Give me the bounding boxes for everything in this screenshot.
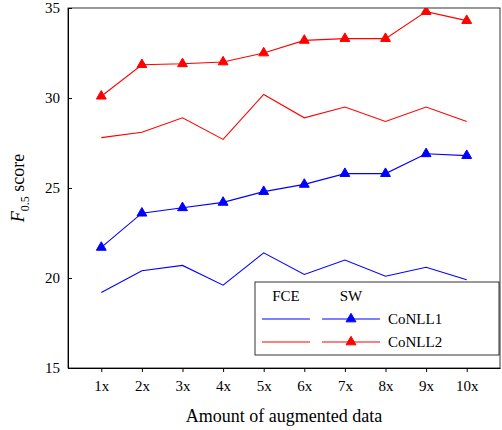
series-marker: [299, 179, 309, 188]
series-marker: [178, 202, 188, 211]
x-tick: 6x: [297, 368, 313, 394]
x-axis: 1x 2x 3x 4x 5x 6x 7x 8x 9x 10x: [69, 368, 501, 394]
x-tick-mark: [345, 368, 346, 372]
x-tick-label: 10x: [456, 378, 479, 394]
x-tick-label: 7x: [338, 378, 354, 394]
x-tick-mark: [467, 368, 468, 372]
series-marker: [421, 8, 431, 14]
y-tick-mark: [68, 188, 72, 189]
legend-marker: [346, 313, 356, 322]
x-tick: 2x: [135, 368, 151, 394]
x-tick-label: 3x: [175, 378, 191, 394]
legend-header: FCE: [272, 288, 300, 304]
series-marker: [340, 168, 350, 177]
y-tick: 30: [45, 90, 72, 106]
series-line: [101, 154, 466, 248]
x-tick-mark: [304, 368, 305, 372]
x-tick-mark: [386, 368, 387, 372]
series-marker: [381, 33, 391, 42]
y-axis-title: F0.5 score: [8, 154, 32, 223]
legend-box: [255, 282, 499, 355]
x-tick: 1x: [94, 368, 110, 394]
series-marker: [462, 15, 472, 24]
series-marker: [137, 59, 147, 68]
series-marker: [381, 168, 391, 177]
legend-label: CoNLL2: [388, 334, 442, 350]
x-tick: 5x: [257, 368, 273, 394]
series-area: [96, 8, 471, 292]
series-marker: [218, 197, 228, 206]
y-tick-label: 20: [45, 270, 60, 286]
x-tick: 7x: [338, 368, 354, 394]
x-tick-label: 2x: [135, 378, 151, 394]
x-tick: 3x: [175, 368, 191, 394]
legend: FCE SW CoNLL1 CoNLL2: [255, 282, 499, 355]
legend-swatch: [262, 318, 310, 319]
x-tick: 4x: [216, 368, 232, 394]
x-tick-label: 5x: [257, 378, 273, 394]
series-line: [101, 94, 466, 139]
y-tick-mark: [68, 8, 72, 9]
x-axis-title: Amount of augmented data: [186, 406, 382, 426]
x-tick-mark: [223, 368, 224, 372]
x-axis-line: [69, 368, 501, 369]
y-axis: 15 20 25 30 35: [45, 0, 72, 376]
y-tick: 35: [45, 0, 72, 16]
series-marker: [218, 56, 228, 65]
x-tick-label: 9x: [419, 378, 435, 394]
x-tick-mark: [101, 368, 102, 372]
y-tick: 25: [45, 180, 72, 196]
x-tick-label: 6x: [297, 378, 313, 394]
series-marker: [178, 58, 188, 67]
series-marker: [96, 91, 106, 100]
y-tick-label: 25: [45, 180, 60, 196]
x-tick-label: 8x: [379, 378, 395, 394]
x-tick-label: 1x: [94, 378, 110, 394]
legend-swatch: [262, 341, 310, 342]
series-line: [101, 12, 466, 97]
x-tick-label: 4x: [216, 378, 232, 394]
legend-header: SW: [340, 288, 363, 304]
y-tick: 15: [45, 360, 72, 376]
series-marker: [462, 150, 472, 159]
y-tick-mark: [68, 98, 72, 99]
y-tick-label: 35: [45, 0, 60, 16]
y-tick-label: 15: [45, 360, 60, 376]
x-tick: 10x: [456, 368, 479, 394]
x-tick: 9x: [419, 368, 435, 394]
series-marker: [259, 186, 269, 195]
series-marker: [421, 148, 431, 157]
series-marker: [259, 47, 269, 56]
series-marker: [340, 33, 350, 42]
series-marker: [96, 242, 106, 251]
chart: 15 20 25 30 35 1x 2x 3x 4x 5x 6x 7x 8x 9x 10x Amount of…: [0, 0, 502, 430]
x-tick-mark: [182, 368, 183, 372]
series-marker: [299, 35, 309, 44]
x-tick-mark: [142, 368, 143, 372]
x-tick: 8x: [379, 368, 395, 394]
x-tick-mark: [264, 368, 265, 372]
y-tick-mark: [68, 278, 72, 279]
y-tick: 20: [45, 270, 72, 286]
series-marker: [137, 208, 147, 217]
legend-marker: [346, 336, 356, 345]
plot-frame: [68, 8, 500, 368]
legend-label: CoNLL1: [388, 311, 442, 327]
y-tick-label: 30: [45, 90, 60, 106]
x-tick-mark: [426, 368, 427, 372]
